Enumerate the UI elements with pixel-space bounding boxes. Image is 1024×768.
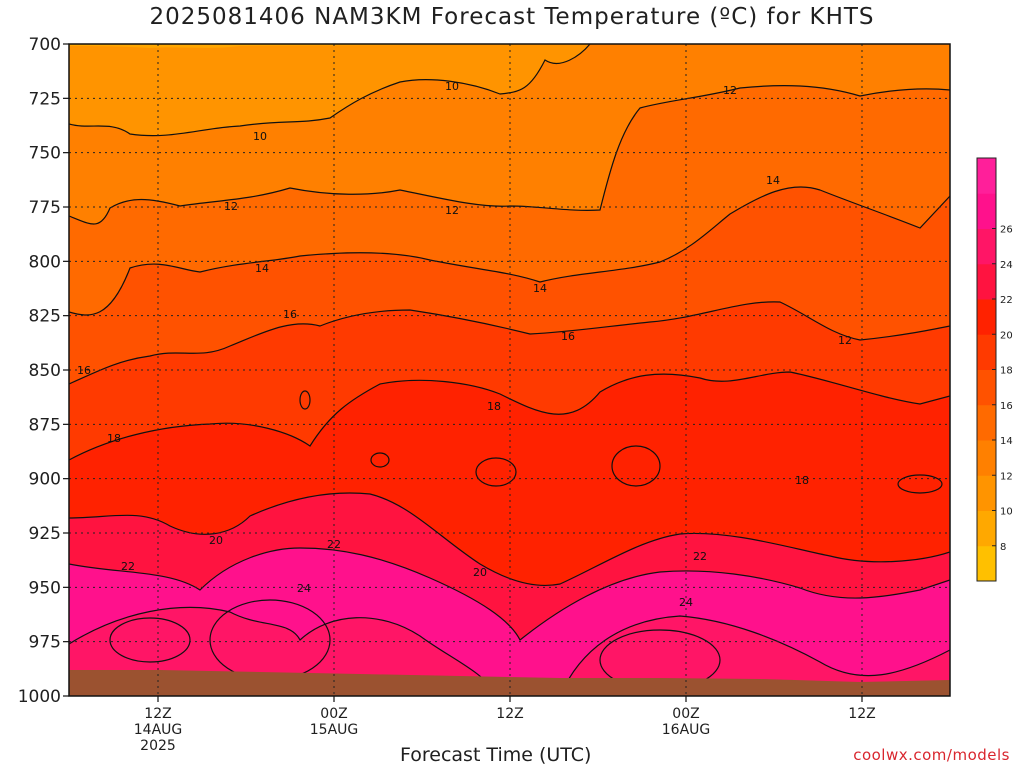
ground-surface: [69, 670, 950, 696]
colorbar: 8 10 12 14 16 18 20 22 24 26: [976, 157, 1013, 582]
contour-label: 16: [283, 308, 297, 321]
x-tick-label: 00Z: [320, 706, 347, 722]
x-tick-label: 15AUG: [310, 722, 359, 738]
contour-label: 14: [766, 174, 780, 187]
y-tick-label: 825: [29, 307, 61, 327]
contour-label: 12: [445, 204, 459, 217]
contour-label: 18: [107, 432, 121, 445]
x-axis-title: Forecast Time (UTC): [400, 744, 592, 766]
colorbar-label: 16: [1000, 401, 1013, 412]
colorbar-swatch: [977, 545, 996, 582]
contour-label: 22: [121, 560, 135, 573]
contour-label: 12: [723, 84, 737, 97]
y-tick-label: 875: [29, 415, 61, 435]
credit-link[interactable]: coolwx.com/models: [853, 746, 1010, 764]
grid-lines: [69, 44, 950, 696]
x-tick-label: 00Z: [672, 706, 699, 722]
contour-label: 16: [561, 330, 575, 343]
contour-label: 22: [327, 538, 341, 551]
contour-label: 18: [795, 474, 809, 487]
contour-label: 10: [253, 130, 267, 143]
band-lt-8: [69, 44, 600, 48]
contour-label: 20: [473, 566, 487, 579]
colorbar-swatch: [977, 299, 996, 335]
colorbar-label: 8: [1000, 542, 1006, 553]
y-tick-label: 750: [29, 144, 61, 164]
colorbar-label: 24: [1000, 260, 1013, 271]
y-tick-label: 800: [29, 252, 61, 272]
x-tick-label: 14AUG: [134, 722, 183, 738]
x-tick-label: 16AUG: [662, 722, 711, 738]
contour-label: 16: [77, 364, 91, 377]
x-tick-label: 12Z: [496, 706, 523, 722]
colorbar-label: 10: [1000, 507, 1013, 518]
y-tick-label: 725: [29, 89, 61, 109]
band-8-10: [69, 44, 590, 136]
colorbar-label: 22: [1000, 295, 1013, 306]
colorbar-swatch: [977, 475, 996, 511]
y-tick-label: 975: [29, 633, 61, 653]
colorbar-swatch: [977, 510, 996, 547]
plot-area: [69, 44, 950, 696]
colorbar-swatch: [977, 158, 996, 194]
colorbar-swatch: [977, 404, 996, 441]
contour-label: 10: [445, 80, 459, 93]
contour-label: 18: [487, 400, 501, 413]
chart-title: 2025081406 NAM3KM Forecast Temperature (…: [149, 4, 875, 30]
y-tick-label: 700: [29, 35, 61, 55]
contour-label: 24: [297, 582, 311, 595]
contour-label: 12: [224, 200, 238, 213]
colorbar-swatch: [977, 228, 996, 265]
y-tick-label: 1000: [18, 687, 61, 707]
y-tick-label: 925: [29, 524, 61, 544]
colorbar-swatch: [977, 440, 996, 476]
colorbar-swatch: [977, 263, 996, 300]
colorbar-label: 26: [1000, 225, 1013, 236]
contour-label: 22: [693, 550, 707, 563]
contour-label: 12: [838, 334, 852, 347]
y-tick-label: 950: [29, 578, 61, 598]
x-tick-label: 2025: [140, 738, 176, 754]
contour-labels: 10 10 12 12 12 12 14 14 14 16 16 16 18 18 18 20 20 22 22 22…: [77, 80, 852, 609]
contour-label: 20: [209, 534, 223, 547]
colorbar-swatch: [977, 193, 996, 229]
y-tick-label: 775: [29, 198, 61, 218]
x-tick-label: 12Z: [848, 706, 875, 722]
contour-label: 14: [533, 282, 547, 295]
x-tick-label: 12Z: [144, 706, 171, 722]
colorbar-label: 12: [1000, 471, 1013, 482]
colorbar-swatch: [977, 334, 996, 370]
y-tick-label: 900: [29, 470, 61, 490]
colorbar-label: 14: [1000, 436, 1013, 447]
colorbar-label: 18: [1000, 366, 1013, 377]
y-axis: 700 725 750 775 800 825 850 875 900 925 950 975 1000: [18, 35, 69, 707]
contour-label: 14: [255, 262, 269, 275]
colorbar-label: 20: [1000, 330, 1013, 341]
colorbar-swatch: [977, 369, 996, 406]
contour-label: 24: [679, 596, 693, 609]
y-tick-label: 850: [29, 361, 61, 381]
